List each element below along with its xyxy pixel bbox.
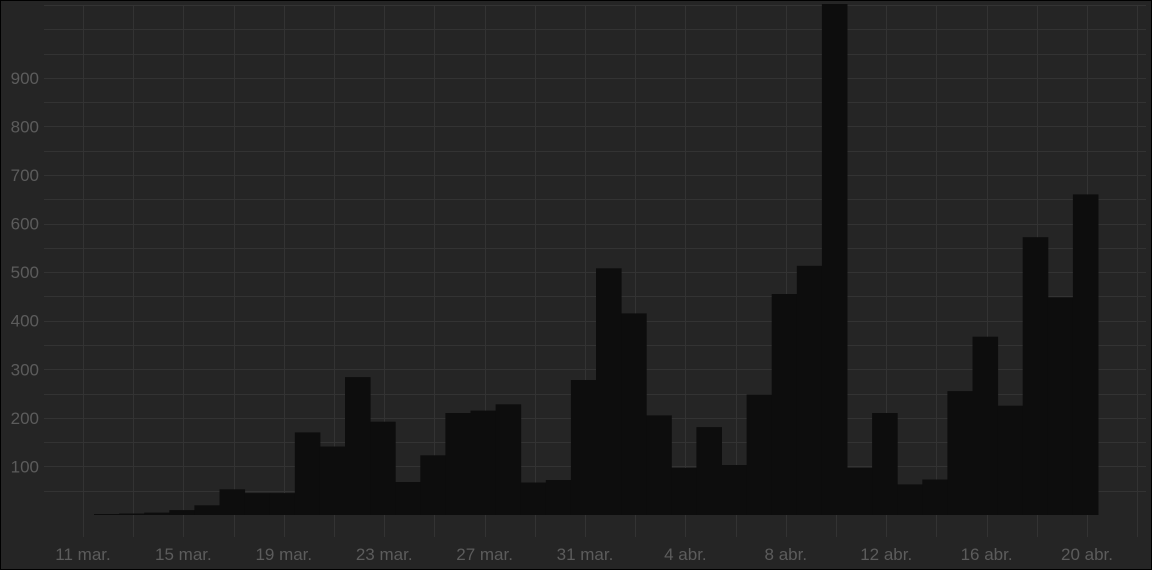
- bar-27-mar: [470, 410, 497, 515]
- bar-4-abr: [671, 467, 697, 515]
- y-tick-label: 400: [11, 312, 39, 331]
- x-tick-label: 31 mar.: [557, 545, 614, 564]
- bar-24-mar: [395, 482, 421, 515]
- y-tick-label: 300: [11, 360, 39, 379]
- bar-5-abr: [696, 427, 722, 515]
- bar-11-abr: [847, 467, 873, 515]
- x-tick-label: 15 mar.: [155, 545, 212, 564]
- bar-8-abr: [771, 294, 798, 515]
- x-tick-label: 12 abr.: [860, 545, 912, 564]
- y-tick-label: 600: [11, 215, 39, 234]
- bar-15-abr: [947, 391, 973, 515]
- bar-31-mar: [570, 380, 597, 515]
- bar-12-abr: [872, 413, 898, 515]
- bar-7-abr: [746, 394, 773, 515]
- bar-14-mar: [144, 512, 170, 515]
- bar-20-mar: [294, 432, 321, 515]
- bar-16-abr: [972, 336, 999, 515]
- bar-2-abr: [621, 313, 647, 515]
- bar-9-abr: [796, 265, 823, 515]
- bar-18-abr: [1022, 237, 1049, 515]
- bar-10-abr: [821, 4, 848, 515]
- bar-23-mar: [370, 421, 396, 515]
- x-tick-label: 11 mar.: [55, 545, 110, 564]
- bar-20-abr: [1072, 194, 1099, 515]
- x-tick-label: 23 mar.: [356, 545, 413, 564]
- bars: [94, 4, 1099, 515]
- x-axis-ticks: 11 mar. 15 mar. 19 mar. 23 mar. 27 mar. 31 ma…: [55, 545, 1113, 564]
- bar-3-abr: [646, 415, 672, 515]
- y-tick-label: 700: [11, 166, 39, 185]
- bar-19-mar: [269, 493, 296, 515]
- bar-13-abr: [897, 484, 923, 515]
- bar-17-abr: [997, 405, 1024, 515]
- y-tick-label: 900: [11, 69, 39, 88]
- x-tick-label: 16 abr.: [961, 545, 1013, 564]
- bar-14-abr: [922, 479, 948, 515]
- bar-15-mar: [169, 510, 195, 515]
- x-tick-label: 27 mar.: [456, 545, 513, 564]
- bar-6-abr: [721, 465, 748, 515]
- x-tick-label: 19 mar.: [255, 545, 312, 564]
- y-tick-label: 100: [11, 457, 39, 476]
- y-tick-label: 800: [11, 117, 39, 136]
- bar-29-mar: [520, 482, 547, 515]
- bar-16-mar: [194, 505, 220, 515]
- bar-21-mar: [319, 446, 346, 515]
- x-tick-label: 8 abr.: [765, 545, 808, 564]
- bar-30-mar: [545, 480, 572, 515]
- bar-13-mar: [119, 513, 145, 515]
- y-tick-label: 200: [11, 409, 39, 428]
- x-tick-label: 4 abr.: [664, 545, 707, 564]
- bar-17-mar: [219, 489, 246, 515]
- bar-19-abr: [1047, 297, 1074, 515]
- bar-22-mar: [345, 377, 371, 515]
- bar-1-abr: [596, 268, 622, 515]
- bar-28-mar: [495, 404, 522, 515]
- y-tick-label: 500: [11, 263, 39, 282]
- x-tick-label: 20 abr.: [1061, 545, 1113, 564]
- bar-12-mar: [94, 514, 120, 515]
- y-axis-ticks: 100 200 300 400 500 600 700 800 900: [11, 69, 39, 476]
- bar-18-mar: [244, 493, 271, 515]
- bar-26-mar: [445, 413, 471, 515]
- bar-25-mar: [420, 455, 446, 515]
